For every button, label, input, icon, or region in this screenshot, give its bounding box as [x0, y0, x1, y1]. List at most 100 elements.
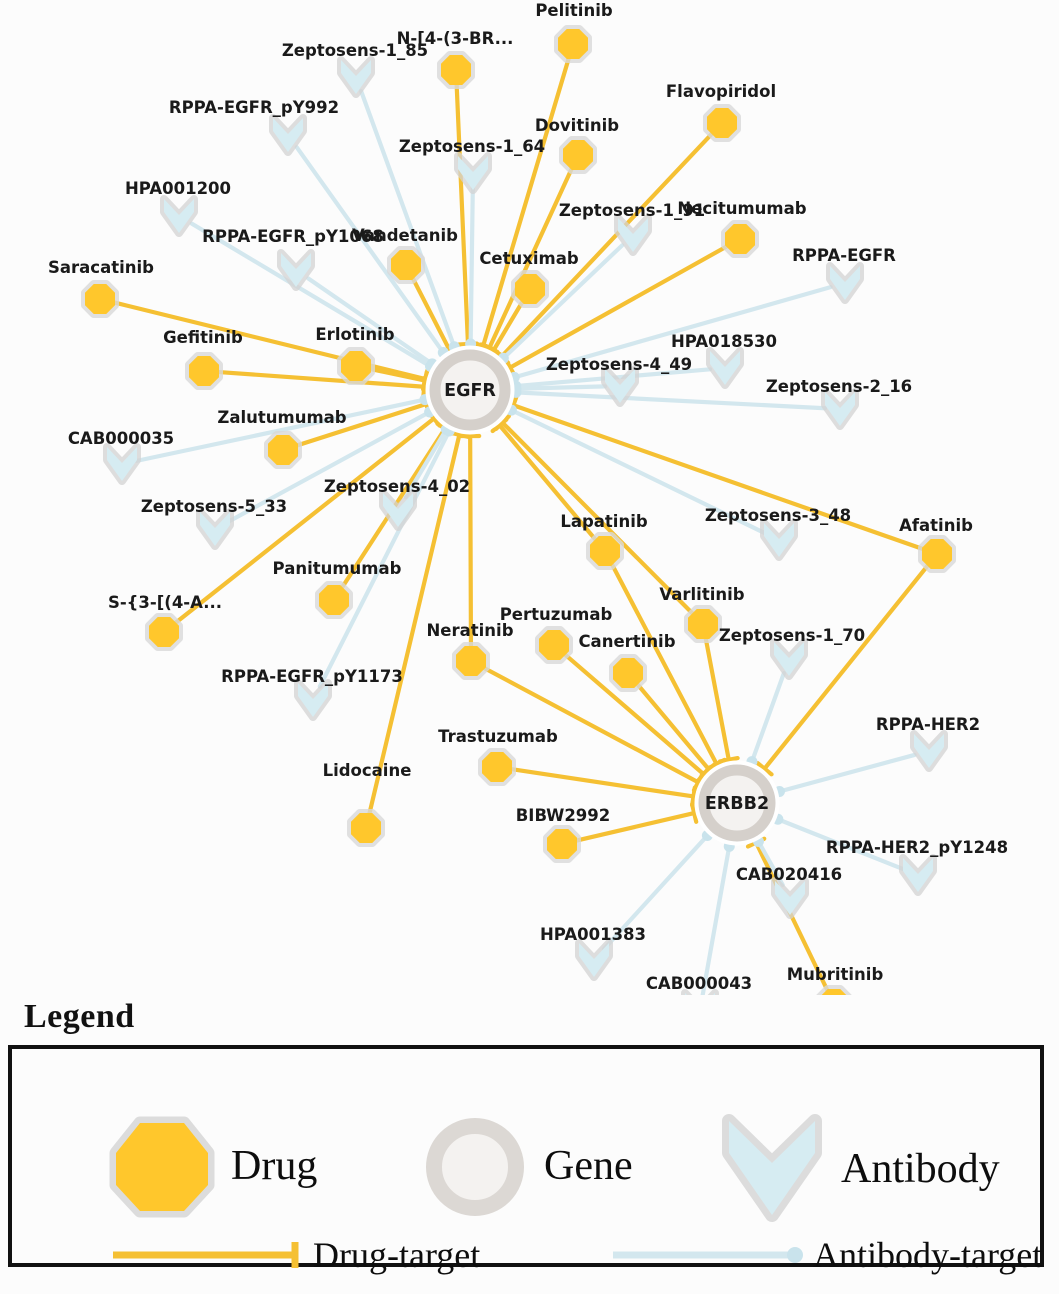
drug-node[interactable]: [319, 585, 349, 615]
drug-label: Afatinib: [899, 516, 973, 535]
legend-title: Legend: [24, 998, 135, 1036]
antibody-label: Zeptosens-4_02: [324, 477, 470, 496]
antibody-label: HPA001383: [540, 925, 646, 944]
drug-node[interactable]: [558, 29, 588, 59]
drug-label: Lidocaine: [323, 761, 412, 780]
antibody-node[interactable]: [825, 392, 855, 426]
drug-octagon-icon: [107, 1111, 217, 1221]
antibody-target-edge-icon: [607, 1235, 807, 1275]
legend-label-gene: Gene: [544, 1142, 633, 1190]
gene-label: EGFR: [444, 381, 496, 401]
antibody-label: RPPA-EGFR: [792, 246, 896, 265]
antibody-label: Zeptosens-1_70: [719, 626, 865, 645]
drug-label: Pelitinib: [535, 1, 613, 20]
drug-node[interactable]: [456, 646, 486, 676]
antibody-label: RPPA-EGFR_pY1173: [221, 667, 403, 686]
drug-label: Varlitinib: [659, 585, 744, 604]
drug-node[interactable]: [563, 140, 593, 170]
antibody-node[interactable]: [164, 199, 194, 233]
gene-circle-icon: [420, 1111, 530, 1221]
legend-label-antibody: Antibody: [841, 1145, 1000, 1193]
antibody-chevron-icon: [717, 1111, 827, 1226]
drug-node[interactable]: [341, 351, 371, 381]
antibody-node[interactable]: [764, 523, 794, 557]
drug-label: Erlotinib: [315, 325, 394, 344]
drug-node[interactable]: [85, 284, 115, 314]
legend-item-gene: Gene: [420, 1111, 633, 1221]
drug-target-edge-icon: [107, 1235, 307, 1275]
drug-label: Gefitinib: [163, 328, 243, 347]
antibody-node[interactable]: [830, 266, 860, 300]
edge-antibody: [320, 426, 455, 687]
antibody-node[interactable]: [298, 683, 328, 717]
drug-node[interactable]: [613, 658, 643, 688]
drug-node[interactable]: [688, 609, 718, 639]
drug-node[interactable]: [391, 250, 421, 280]
drug-node[interactable]: [189, 356, 219, 386]
drug-label: Pertuzumab: [500, 605, 613, 624]
drug-label: Cetuximab: [479, 249, 579, 268]
antibody-label: CAB020416: [736, 865, 842, 884]
edge-drug: [706, 639, 738, 762]
drug-label: Canertinib: [578, 632, 675, 651]
antibody-label: Zeptosens-5_33: [141, 497, 287, 516]
drug-label: Dovitinib: [535, 116, 619, 135]
drug-node[interactable]: [482, 752, 512, 782]
antibody-label: Zeptosens-2_16: [766, 377, 912, 396]
drug-node[interactable]: [149, 617, 179, 647]
antibody-node[interactable]: [775, 881, 805, 915]
drug-node[interactable]: [351, 813, 381, 843]
antibody-label: HPA018530: [671, 332, 777, 351]
antibody-label: HPA001200: [125, 179, 231, 198]
drug-node[interactable]: [441, 55, 471, 85]
antibody-node[interactable]: [107, 447, 137, 481]
antibody-node[interactable]: [579, 943, 609, 977]
gene-node-egfr[interactable]: EGFR: [430, 350, 510, 430]
drug-label: Necitumumab: [677, 199, 806, 218]
drug-label: BIBW2992: [516, 806, 611, 825]
antibody-node[interactable]: [200, 512, 230, 546]
antibody-node[interactable]: [914, 734, 944, 768]
drug-node[interactable]: [922, 539, 952, 569]
drug-node[interactable]: [707, 108, 737, 138]
drug-node[interactable]: [590, 536, 620, 566]
drug-label: Flavopiridol: [666, 82, 776, 101]
drug-label: N-[4-(3-BR...: [397, 29, 514, 48]
antibody-label: RPPA-HER2_pY1248: [826, 838, 1008, 857]
legend-label-antibody-target: Antibody-target: [813, 1234, 1042, 1276]
edge-drug: [512, 769, 695, 805]
drug-label: Vandetanib: [352, 226, 458, 245]
antibody-label: CAB000043: [646, 974, 752, 993]
drug-node[interactable]: [539, 630, 569, 660]
edge-antibody: [774, 755, 915, 797]
antibody-label: Zeptosens-4_49: [546, 355, 692, 374]
drug-node[interactable]: [268, 435, 298, 465]
antibody-label: Zeptosens-1_64: [399, 137, 545, 156]
antibody-node[interactable]: [710, 351, 740, 385]
drug-node[interactable]: [725, 224, 755, 254]
gene-label: ERBB2: [705, 794, 769, 814]
edge-drug: [461, 436, 479, 646]
gene-node-erbb2[interactable]: ERBB2: [699, 765, 775, 841]
drug-label: Zalutumumab: [217, 408, 346, 427]
legend-node-row: Drug Gene Antibody: [12, 1111, 1040, 1221]
antibody-node[interactable]: [341, 60, 371, 94]
drug-label: Mubritinib: [787, 965, 884, 984]
drug-label: S-{3-[(4-A...: [108, 593, 222, 612]
antibody-label: RPPA-HER2: [876, 715, 980, 734]
drug-label: Saracatinib: [48, 258, 154, 277]
legend-label-drug-target: Drug-target: [313, 1234, 480, 1276]
drug-node[interactable]: [547, 829, 577, 859]
antibody-label: CAB000035: [68, 429, 174, 448]
legend-item-antibody: Antibody: [717, 1111, 1000, 1226]
drug-label: Panitumumab: [273, 559, 402, 578]
drug-node[interactable]: [515, 274, 545, 304]
antibody-node[interactable]: [903, 858, 933, 892]
legend-label-drug: Drug: [231, 1142, 317, 1190]
antibody-node[interactable]: [774, 642, 804, 676]
drug-label: Neratinib: [426, 621, 513, 640]
legend-area: Legend Drug Gene An: [0, 995, 1059, 1280]
antibody-label: Zeptosens-3_48: [705, 506, 851, 525]
